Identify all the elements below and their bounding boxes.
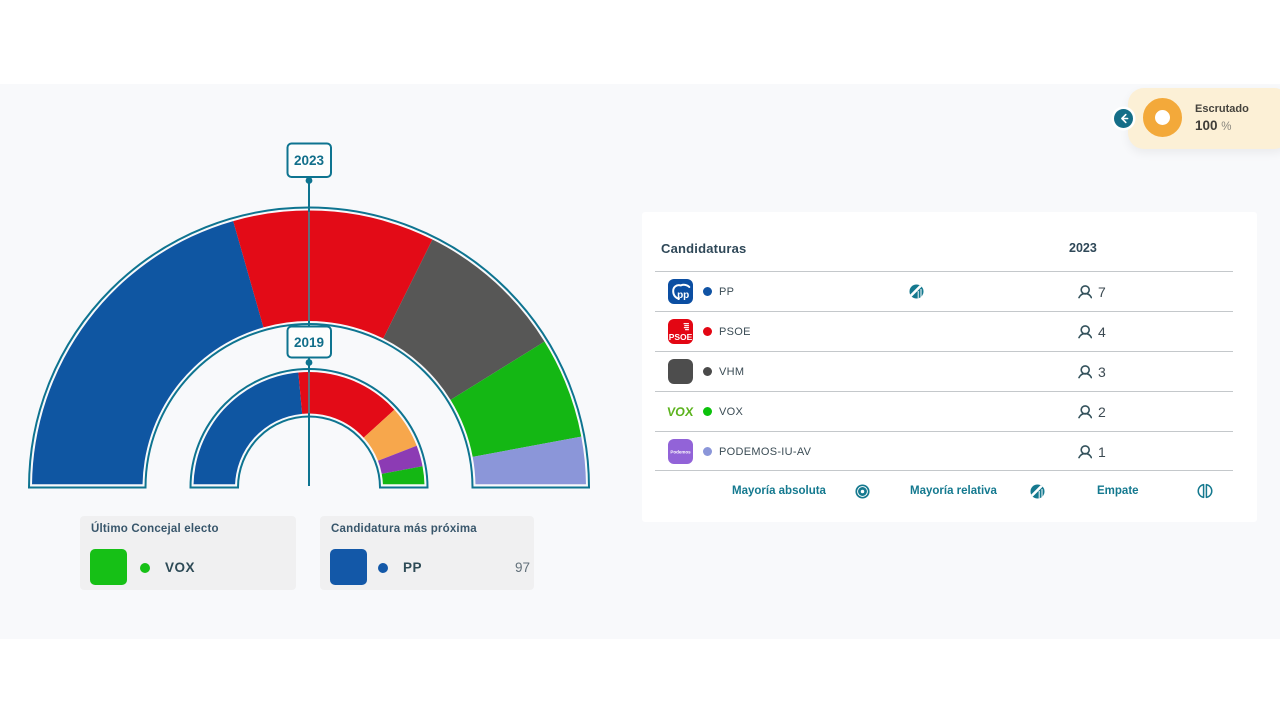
svg-text:Podemos: Podemos bbox=[670, 450, 691, 455]
svg-text:PSOE: PSOE bbox=[669, 332, 693, 342]
svg-text:2023: 2023 bbox=[294, 153, 325, 168]
svg-text:pp: pp bbox=[677, 290, 689, 301]
svg-text:2019: 2019 bbox=[294, 335, 324, 350]
